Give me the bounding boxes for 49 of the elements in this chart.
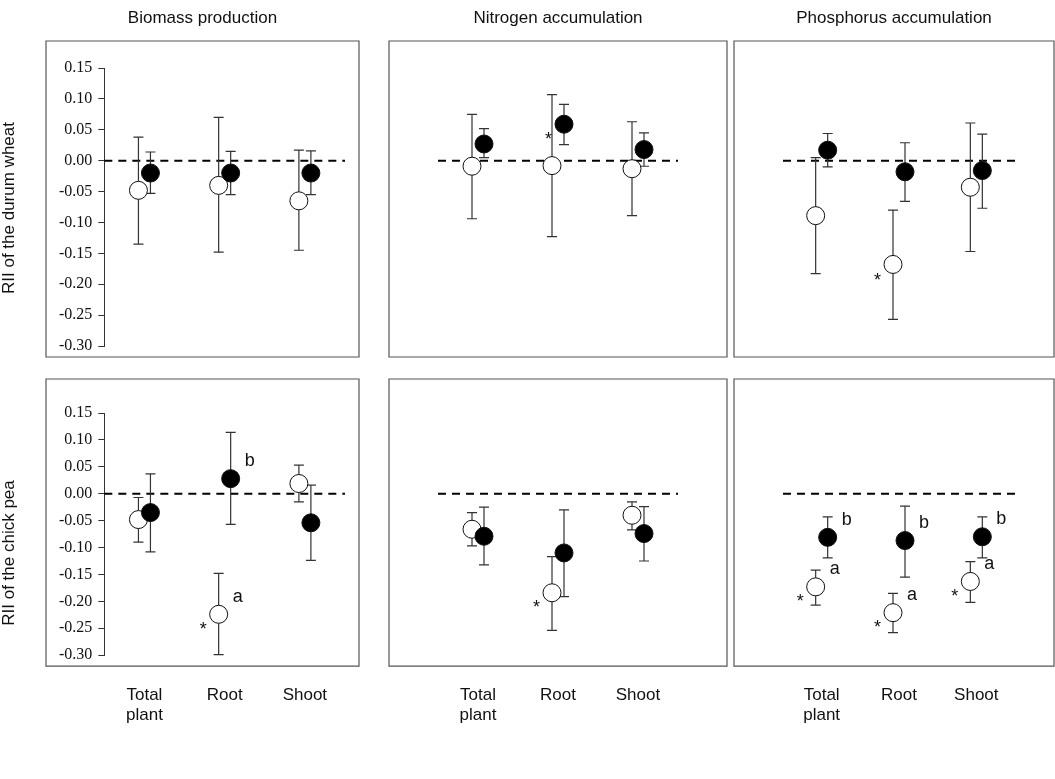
annotation: a — [829, 558, 841, 579]
annotation: a — [984, 553, 996, 574]
y-tick-label: -0.20 — [59, 591, 93, 609]
y-tick-label: -0.15 — [59, 243, 93, 261]
chart-title: Biomass production — [126, 8, 279, 28]
annotation: b — [919, 512, 930, 533]
y-tick-label: 0.00 — [64, 483, 93, 501]
x-tick-label: Total plant — [126, 685, 164, 725]
annotation: * — [951, 585, 959, 606]
x-tick-label: Root — [206, 685, 243, 705]
y-tick-label: -0.25 — [59, 305, 93, 323]
x-tick-label: Root — [881, 685, 918, 705]
annotation: * — [544, 129, 552, 150]
x-tick-label: Shoot — [282, 685, 328, 705]
y-tick-label: 0.15 — [64, 58, 93, 76]
annotation: b — [996, 508, 1007, 529]
y-tick-label: 0.15 — [64, 403, 93, 421]
x-tick-label: Root — [540, 685, 577, 705]
annotation: * — [873, 269, 881, 290]
y-tick-label: -0.20 — [59, 274, 93, 292]
y-tick-label: -0.05 — [59, 181, 93, 199]
annotation: * — [873, 617, 881, 638]
chart-title: Nitrogen accumulation — [472, 8, 644, 28]
y-tick-label: -0.30 — [59, 645, 93, 663]
y-axis-title: RII of the chick pea — [0, 479, 19, 628]
y-tick-label: -0.30 — [59, 336, 93, 354]
y-tick-label: 0.05 — [64, 119, 93, 137]
annotation: a — [232, 585, 244, 606]
annotation: * — [796, 591, 804, 612]
y-tick-label: -0.10 — [59, 212, 93, 230]
y-tick-label: 0.10 — [64, 430, 93, 448]
y-tick-label: 0.05 — [64, 457, 93, 475]
y-tick-label: 0.00 — [64, 150, 93, 168]
x-tick-label: Total plant — [459, 685, 497, 725]
y-tick-label: 0.10 — [64, 89, 93, 107]
y-tick-label: -0.05 — [59, 510, 93, 528]
annotation: a — [907, 584, 918, 605]
chart-title: Phosphorus accumulation — [795, 8, 993, 28]
y-tick-label: -0.25 — [59, 618, 93, 636]
annotation: * — [532, 597, 540, 618]
x-tick-label: Total plant — [803, 685, 841, 725]
y-tick-label: -0.10 — [59, 537, 93, 555]
y-axis-title: RII of the durum wheat — [0, 121, 19, 296]
x-tick-label: Shoot — [615, 685, 661, 705]
y-tick-label: -0.15 — [59, 564, 93, 582]
annotation: b — [841, 508, 852, 529]
annotation: b — [244, 450, 255, 471]
x-tick-label: Shoot — [954, 685, 999, 705]
annotation: * — [199, 618, 207, 639]
